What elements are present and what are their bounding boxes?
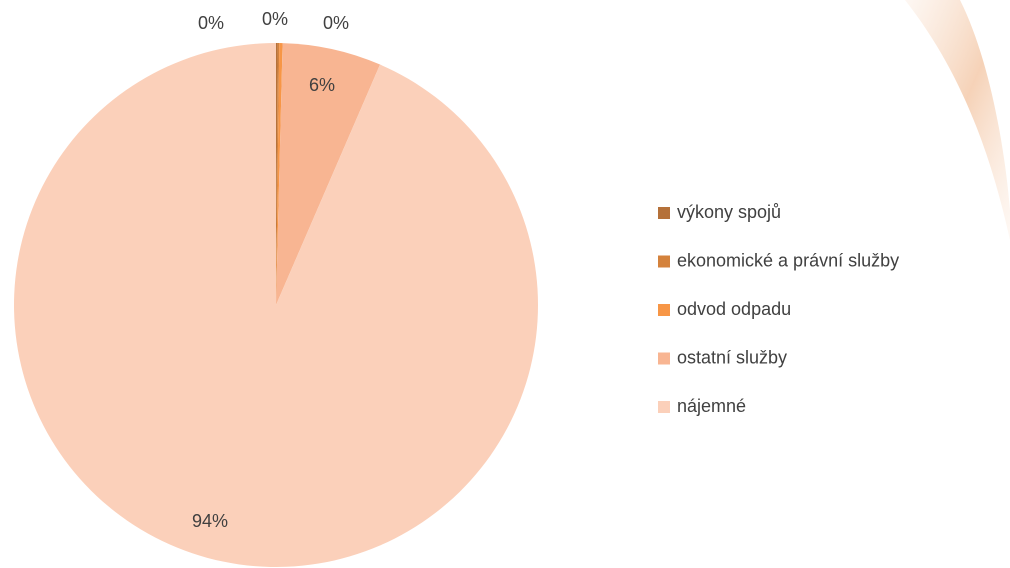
legend-swatch	[658, 255, 670, 268]
legend-label: ostatní služby	[677, 347, 787, 367]
pie-slice	[13, 43, 538, 567]
data-label: 94%	[192, 511, 228, 531]
legend-swatch	[658, 304, 670, 316]
data-label: 0%	[198, 13, 224, 33]
legend-swatch	[658, 352, 670, 365]
data-label: 0%	[262, 9, 288, 29]
legend-label: nájemné	[677, 396, 746, 416]
legend-label: odvod odpadu	[677, 299, 791, 319]
data-label: 0%	[323, 13, 349, 33]
legend-label: ekonomické a právní služby	[677, 250, 899, 270]
decoration	[905, 0, 1010, 240]
pie-slice	[276, 43, 278, 305]
legend-swatch	[658, 207, 670, 219]
legend-swatch	[658, 401, 670, 413]
pie-slice	[276, 43, 283, 305]
legend-label: výkony spojů	[677, 202, 781, 222]
pie-slice	[276, 43, 381, 306]
pie-slice	[276, 43, 280, 305]
data-label: 6%	[309, 75, 335, 95]
